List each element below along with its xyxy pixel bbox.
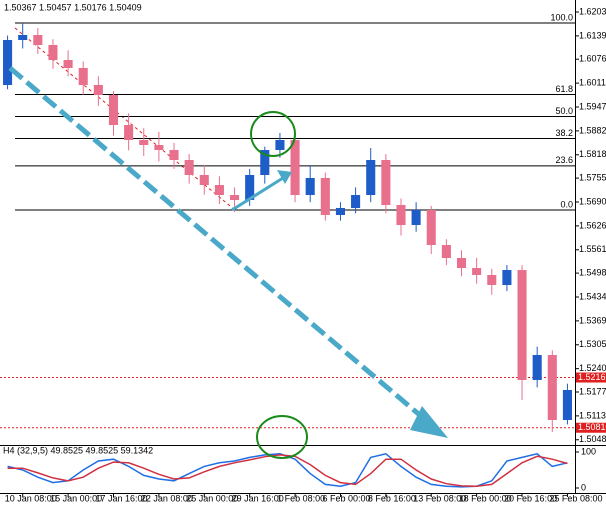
fib-label: 38.2	[555, 128, 573, 138]
candle-body	[260, 150, 270, 175]
x-tick-label: 13 Feb 08:00	[413, 493, 466, 503]
candle-body	[335, 208, 345, 215]
y-tick-label: 1.60115	[579, 77, 606, 87]
candle-body	[472, 268, 482, 275]
x-tick-label: 22 Jan 08:00	[141, 493, 193, 503]
price-level-label: 1.50810	[578, 422, 606, 432]
y-tick-label: 1.54340	[579, 291, 606, 301]
x-tick-label: 17 Jan 16:00	[95, 493, 147, 503]
pullback-arrow	[231, 176, 284, 212]
candle-body	[502, 270, 512, 285]
y-tick-label: 1.58180	[579, 149, 606, 159]
candle-body	[93, 85, 103, 95]
annotations	[8, 66, 448, 459]
y-tick-label: 1.53695	[579, 315, 606, 325]
indicator-tick-label: 100	[581, 446, 596, 456]
y-tick-label: 1.51775	[579, 386, 606, 396]
fib-label: 23.6	[555, 155, 573, 165]
x-tick-label: 10 Jan 08:00	[5, 493, 57, 503]
y-tick-label: 1.61390	[579, 30, 606, 40]
plot: 1.62035 1.61390 1.60760 1.60115 1.59470 1.588…	[0, 6, 606, 503]
candle-body	[411, 210, 421, 225]
candle-body	[305, 178, 315, 195]
candle-body	[139, 140, 149, 145]
candle-body	[366, 160, 376, 195]
fib-label: 0.0	[560, 199, 573, 209]
y-tick-label: 1.56260	[579, 220, 606, 230]
candle-body	[562, 390, 572, 420]
candle-body	[33, 35, 43, 45]
candle-body	[275, 140, 285, 150]
x-tick-label: 15 Jan 00:00	[50, 493, 102, 503]
x-tick-label: 20 Feb 16:00	[504, 493, 557, 503]
ohlc-header: 1.50367 1.50457 1.50176 1.50409	[4, 2, 142, 12]
candle-body	[48, 45, 58, 60]
candle-body	[124, 125, 134, 140]
candle-body	[396, 205, 406, 225]
candle-body	[517, 270, 527, 380]
candle-body	[441, 245, 451, 258]
candle-body	[199, 175, 209, 185]
candle-body	[154, 145, 164, 150]
x-tick-label: 1 Feb 08:00	[277, 493, 325, 503]
indicator-label: H4 (32,9,5) 49.8525 49.8525 59.1342	[3, 445, 153, 455]
y-tick-label: 1.52405	[579, 363, 606, 373]
x-tick-label: 8 Feb 16:00	[368, 493, 416, 503]
candle-body	[63, 60, 73, 68]
candle-body	[351, 195, 361, 208]
candle-body	[18, 35, 28, 40]
candle-body	[245, 175, 255, 200]
candle-body	[532, 355, 542, 380]
highlight-circle	[250, 111, 296, 157]
candle-body	[108, 95, 119, 125]
candle-body	[426, 210, 436, 245]
candle-body	[214, 185, 224, 195]
fib-label: 50.0	[555, 106, 573, 116]
fib-label: 100.0	[550, 12, 573, 22]
x-tick-label: 25 Jan 00:00	[186, 493, 238, 503]
pullback-arrow-head	[277, 170, 292, 184]
candle-body	[78, 68, 88, 85]
y-tick-label: 1.51130	[579, 410, 606, 420]
trend-arrow	[8, 66, 430, 424]
highlight-circle	[256, 415, 308, 459]
indicator-line	[7, 454, 568, 487]
price-level-label: 1.52166	[578, 372, 606, 382]
price-level-box	[576, 422, 606, 433]
x-tick-label: 29 Jan 16:00	[232, 493, 284, 503]
candle-body	[290, 140, 300, 195]
candle-body	[487, 275, 497, 285]
y-tick-label: 1.62035	[579, 6, 606, 16]
candle-body	[381, 160, 391, 205]
y-tick-label: 1.56905	[579, 196, 606, 206]
y-tick-label: 1.53050	[579, 339, 606, 349]
candle-body	[184, 160, 194, 175]
y-tick-label: 1.58825	[579, 125, 606, 135]
candle-body	[320, 178, 330, 215]
indicator-tick-label: 0	[581, 482, 586, 492]
candle-body	[547, 355, 557, 420]
candle-body	[3, 40, 13, 85]
y-tick-label: 1.50485	[579, 434, 606, 444]
candle-body	[169, 150, 179, 160]
y-tick-label: 1.54985	[579, 267, 606, 277]
y-tick-label: 1.55615	[579, 244, 606, 254]
y-tick-label: 1.59470	[579, 101, 606, 111]
y-tick-label: 1.57550	[579, 172, 606, 182]
price-level-box	[576, 372, 606, 383]
candle-body	[230, 195, 240, 200]
x-tick-label: 18 Feb 00:00	[459, 493, 512, 503]
y-tick-label: 1.60760	[579, 54, 606, 64]
fib-label: 61.8	[555, 84, 573, 94]
x-tick-label: 6 Feb 00:00	[322, 493, 370, 503]
x-tick-label: 25 Feb 08:00	[549, 493, 602, 503]
candle-body	[456, 258, 467, 268]
trend-arrow-head	[410, 406, 448, 438]
